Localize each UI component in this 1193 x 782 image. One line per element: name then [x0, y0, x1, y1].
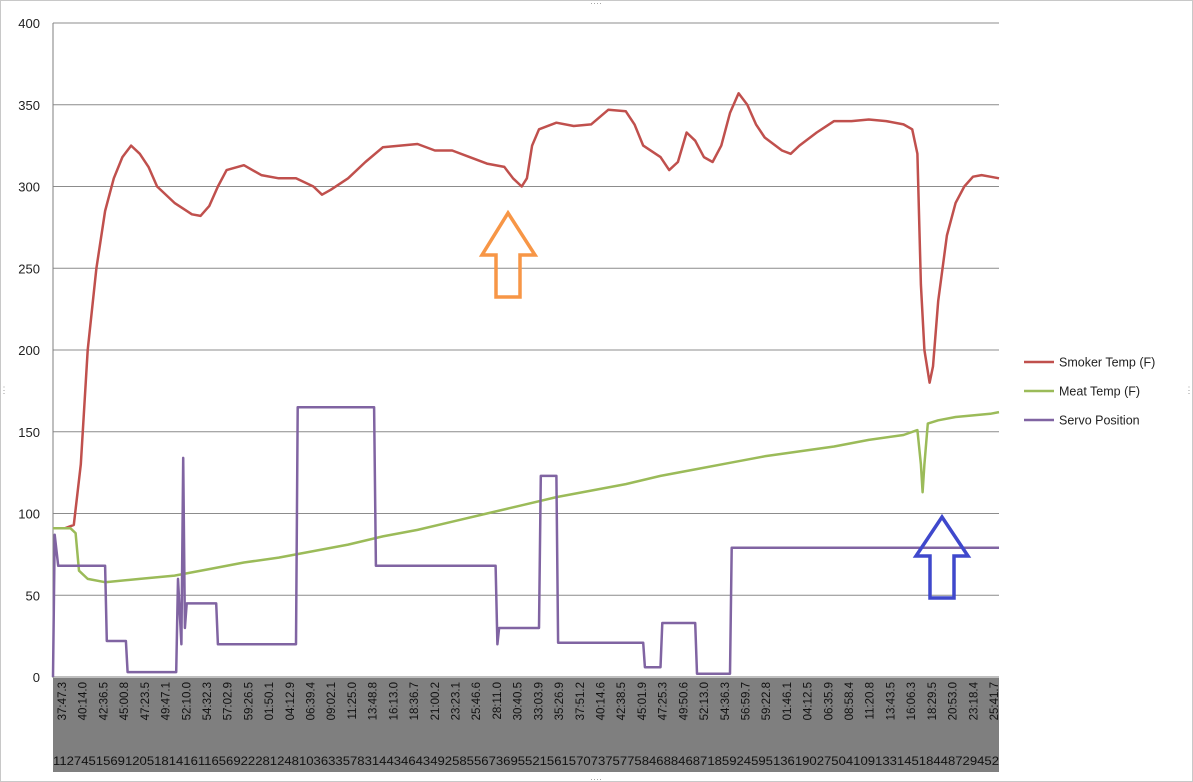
- x-tick-label: 40:14.0: [78, 682, 90, 720]
- blue-up-arrow: [912, 513, 972, 600]
- x-tick-label: 04:12.9: [285, 682, 297, 720]
- x-tick-label: 04:12.5: [803, 682, 815, 720]
- x-tick-label: 45:01.9: [637, 682, 649, 720]
- x-tick-label: 01:46.1: [782, 682, 794, 720]
- x-tick-label: 52:13.0: [699, 682, 711, 720]
- x-tick-label: 08:58.4: [844, 681, 856, 720]
- legend-label: Servo Position: [1059, 414, 1140, 428]
- x-tick-label: 06:39.4: [306, 681, 318, 720]
- x-tick-label: 49:50.6: [678, 682, 690, 720]
- y-tick-label: 50: [26, 588, 40, 603]
- x-tick-label: 01:50.1: [264, 682, 276, 720]
- x-tick-label: 25:46.6: [471, 682, 483, 720]
- legend: Smoker Temp (F) Meat Temp (F) Servo Positi…: [1024, 356, 1155, 428]
- y-tick-label: 0: [33, 670, 40, 685]
- x-tick-label: 33:03.9: [533, 682, 545, 720]
- x-tick-label: 11:25.0: [347, 682, 359, 720]
- x-tick-label: 56:59.7: [740, 682, 752, 720]
- x-tick-label: 13:48.8: [368, 682, 380, 720]
- y-tick-label: 350: [18, 98, 40, 113]
- x-tick-label: 42:38.5: [616, 682, 628, 720]
- y-tick-label: 100: [18, 507, 40, 522]
- gridlines: [53, 22, 999, 678]
- x-tick-label: 16:06.3: [906, 682, 918, 720]
- x-tick-label: 59:26.5: [243, 682, 255, 720]
- x-tick-label: 35:26.9: [554, 682, 566, 720]
- y-tick-label: 300: [18, 180, 40, 195]
- x-tick-label: 54:32.3: [202, 682, 214, 720]
- x-tick-label: 11:20.8: [865, 682, 877, 720]
- x-tick-label: 57:02.9: [223, 682, 235, 720]
- series-line-smoker-temp-f: [53, 92, 1000, 530]
- series-line-meat-temp-f: [53, 410, 1000, 584]
- x-tick-label: 18:29.5: [927, 682, 939, 720]
- y-tick-label: 250: [18, 261, 40, 276]
- series-lines: [51, 92, 1000, 678]
- series-line-servo-position: [51, 405, 999, 678]
- x-tick-label: 16:13.0: [388, 682, 400, 720]
- left-resize-handle[interactable]: ⋮: [0, 385, 9, 395]
- x-tick-label: 37:51.2: [575, 682, 587, 720]
- x-tick-label: 52:10.0: [181, 682, 193, 720]
- x-tick-label: 40:14.6: [595, 682, 607, 720]
- orange-up-arrow: [478, 209, 539, 299]
- y-tick-label: 400: [18, 16, 40, 31]
- legend-label: Smoker Temp (F): [1059, 356, 1155, 370]
- x-tick-label: 28:11.0: [492, 682, 504, 720]
- x-tick-label: 13:43.5: [885, 682, 897, 720]
- x-tick-label: 45:00.8: [119, 682, 131, 720]
- x-tick-label: 47:23.5: [140, 682, 152, 720]
- right-resize-handle[interactable]: ⋮: [1185, 385, 1193, 395]
- x-tick-label: 37:47.3: [57, 682, 69, 720]
- x-tick-label: 42:36.5: [98, 682, 110, 720]
- x-tick-label: 59:22.8: [761, 682, 773, 720]
- x-tick-label: 20:53.0: [948, 682, 960, 720]
- x-tick-label: 06:35.9: [823, 682, 835, 720]
- x-tick-label: 25:41.7: [989, 682, 1001, 720]
- legend-label: Meat Temp (F): [1059, 385, 1140, 399]
- x-tick-label: 54:36.3: [720, 682, 732, 720]
- y-tick-label: 150: [18, 425, 40, 440]
- x-tick-label: 47:25.3: [658, 682, 670, 720]
- bottom-resize-handle[interactable]: ····: [590, 774, 602, 782]
- x-tick-label: 49:47.1: [161, 682, 173, 720]
- x-tick-label: 23:23.1: [451, 682, 463, 720]
- x-axis-label-band: [53, 678, 999, 772]
- x-tick-label: 30:40.5: [513, 682, 525, 720]
- y-tick-label: 200: [18, 343, 40, 358]
- x-tick-label: 18:36.7: [409, 682, 421, 720]
- x-tick-label: 23:18.4: [968, 681, 980, 720]
- x-tick-label: 21:00.2: [430, 682, 442, 720]
- x-axis-tick-labels: 37:47.3 40:14.0 42:36.5 45:00.8 47:23.5 49:47…: [57, 681, 1001, 720]
- y-axis-tick-labels: 0 50 100 150 200 250 300 350 400: [18, 16, 40, 685]
- x-tick-label: 09:02.1: [326, 682, 338, 720]
- top-resize-handle[interactable]: ····: [590, 0, 602, 8]
- x-axis-index-labels: 1127451569120518141611656922281248103633…: [53, 756, 999, 768]
